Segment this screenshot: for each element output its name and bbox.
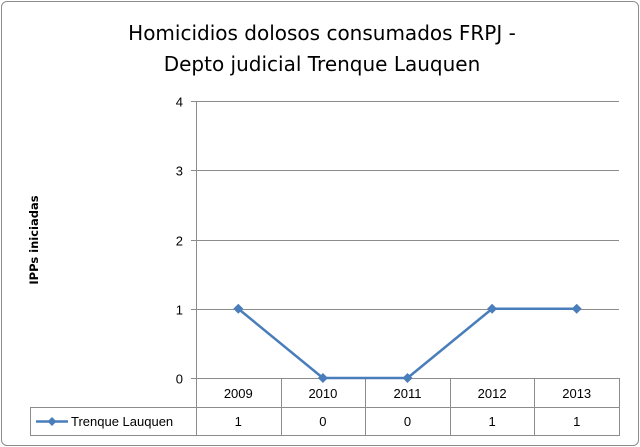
legend-marker	[47, 417, 57, 426]
x-tick-label: 2010	[308, 386, 337, 401]
table-value-cell: 1	[573, 414, 580, 429]
legend-label: Trenque Lauquen	[71, 414, 173, 429]
x-tick-label: 2009	[224, 386, 253, 401]
y-tick-label: 1	[176, 303, 183, 318]
table-value-cell: 1	[488, 414, 495, 429]
table-value-cell: 0	[404, 414, 411, 429]
data-point-marker	[487, 303, 498, 314]
data-point-marker	[317, 373, 328, 383]
x-tick-label: 2012	[478, 386, 507, 401]
data-table: Trenque Lauquen 1 0 0 1 1	[30, 378, 620, 436]
y-tick-label: 4	[176, 95, 183, 110]
chart-title-line-2: Depto judicial Trenque Lauquen	[164, 52, 481, 76]
tick-labels: 0 1 2 3 4 2009 2010 2011 2012 2013	[176, 95, 591, 402]
x-tick-label: 2011	[394, 386, 422, 401]
y-tick-label: 2	[176, 234, 183, 249]
series-line	[237, 307, 577, 380]
data-point-marker	[233, 303, 244, 314]
gridlines	[191, 101, 619, 379]
y-tick-label: 3	[176, 164, 183, 179]
series-layer	[233, 303, 582, 383]
data-point-marker	[402, 373, 413, 383]
data-point-marker	[571, 303, 582, 314]
y-tick-label: 0	[176, 372, 183, 387]
table-value-cell: 1	[235, 414, 242, 429]
x-tick-label: 2013	[562, 386, 591, 401]
table-value-cell: 0	[319, 414, 326, 429]
chart-title-line-1: Homicidios dolosos consumados FRPJ -	[128, 21, 516, 45]
y-axis-label: IPPs iniciadas	[27, 195, 41, 284]
